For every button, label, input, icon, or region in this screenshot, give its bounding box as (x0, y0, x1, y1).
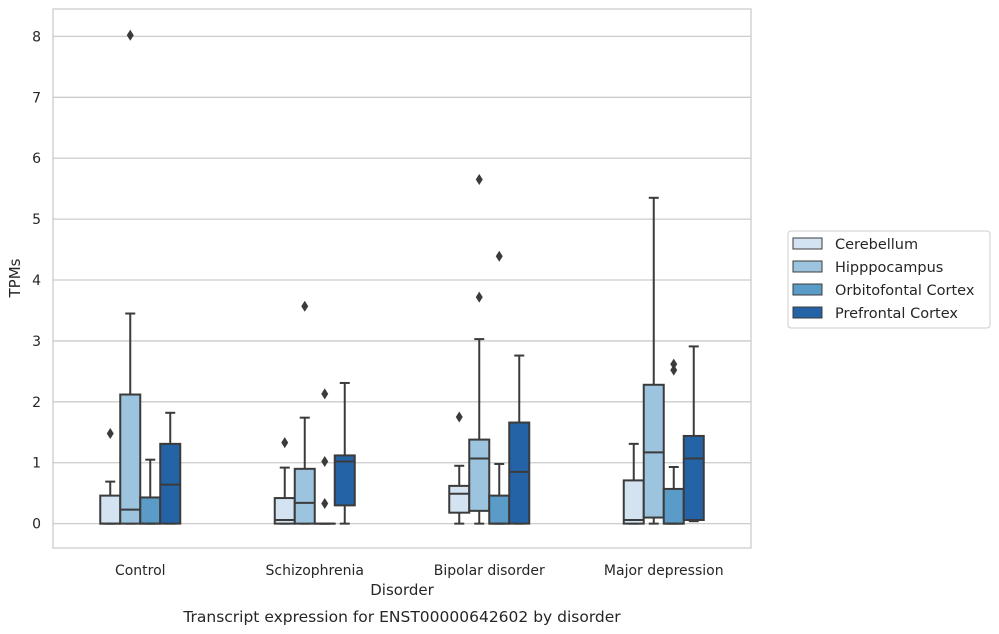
outlier-point (475, 174, 483, 186)
y-tick-label: 4 (32, 273, 41, 289)
outlier-point (475, 291, 483, 303)
box-iqr (682, 434, 705, 521)
x-tick-labels: Control Schizophrenia Bipolar disorder Majo… (115, 563, 724, 579)
outlier-point (321, 498, 329, 510)
box-iqr (119, 393, 142, 525)
x-tick-label: Major depression (604, 563, 724, 579)
box-group (662, 358, 685, 525)
outlier-point (106, 428, 114, 440)
y-tick-label: 1 (32, 456, 41, 472)
legend-label: Cerebellum (835, 237, 918, 253)
legend: Cerebellum Hipppocampus Orbitofontal Corte… (787, 230, 991, 329)
box-iqr (488, 494, 511, 525)
box-group (273, 437, 296, 525)
box-iqr (293, 467, 316, 525)
y-tick-label: 5 (32, 212, 41, 228)
outlier-point (281, 437, 289, 449)
legend-swatch (792, 237, 823, 250)
y-tick-labels: 0 1 2 3 4 5 6 7 8 (32, 29, 41, 532)
legend-swatch (792, 306, 823, 319)
box-group (508, 354, 531, 525)
x-tick-label: Bipolar disorder (434, 563, 545, 579)
box-group (313, 388, 336, 525)
legend-swatch (792, 283, 823, 296)
box-group (488, 250, 511, 525)
plot-area-frame (52, 8, 752, 549)
y-tick-label: 7 (32, 90, 41, 106)
box-group (622, 442, 645, 525)
outlier-point (670, 364, 678, 376)
y-axis-label: TPMs (6, 258, 24, 298)
legend-swatch (792, 260, 823, 273)
box-group (119, 29, 142, 525)
legend-label: Hipppocampus (835, 260, 943, 276)
outlier-point (321, 456, 329, 468)
y-tick-label: 6 (32, 151, 41, 167)
outlier-point (455, 411, 463, 423)
box-group (139, 458, 162, 525)
x-axis-label: Disorder (370, 581, 434, 599)
box-iqr (448, 484, 471, 514)
boxes (99, 29, 705, 525)
box-iqr (468, 438, 491, 512)
box-group (293, 300, 316, 525)
outlier-point (670, 358, 678, 370)
chart-caption: Transcript expression for ENST0000064260… (182, 608, 621, 626)
outlier-point (301, 300, 309, 312)
y-tick-label: 8 (32, 29, 41, 45)
box-iqr (642, 383, 665, 519)
y-tick-label: 3 (32, 334, 41, 350)
x-tick-label: Control (115, 563, 166, 579)
box-iqr (333, 454, 356, 507)
box-iqr (662, 487, 685, 525)
box-group (448, 411, 471, 525)
box-group (159, 411, 182, 525)
box-iqr (508, 421, 531, 525)
legend-frame (787, 230, 991, 329)
box-group (642, 196, 665, 525)
box-iqr (139, 496, 162, 525)
outlier-point (126, 29, 134, 41)
y-tick-label: 0 (32, 517, 41, 533)
outlier-point (321, 388, 329, 400)
y-tick-label: 2 (32, 395, 41, 411)
x-tick-label: Schizophrenia (266, 563, 364, 579)
outlier-point (495, 250, 503, 262)
legend-label: Orbitofontal Cortex (835, 283, 975, 299)
box-group (682, 345, 705, 523)
box-iqr (99, 494, 122, 525)
box-group (333, 381, 356, 525)
box-iqr (622, 479, 645, 525)
legend-label: Prefrontal Cortex (835, 306, 958, 322)
box-group (99, 428, 122, 525)
box-group (468, 174, 491, 525)
